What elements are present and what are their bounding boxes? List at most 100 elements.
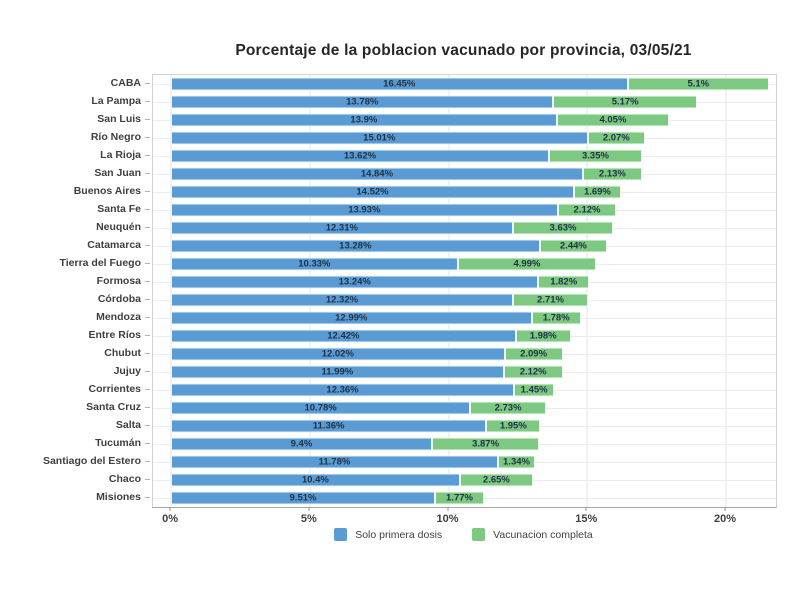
gridline	[586, 75, 588, 507]
province-label: Río Negro	[90, 131, 141, 143]
bar-value-label: 1.95%	[499, 420, 527, 432]
stacked-bar: 10.78% 2.73%	[171, 401, 546, 415]
bar-segment-first-dose: 12.32%	[171, 293, 513, 307]
category-tick-mark	[145, 424, 150, 426]
province-label: Neuquén	[96, 221, 141, 233]
x-axis: 0% 5% 10% 15% 20%	[152, 507, 775, 529]
bar-value-label: 5.17%	[611, 96, 639, 108]
stacked-bar: 10.33% 4.99%	[171, 257, 597, 271]
y-label-row: La Pampa	[18, 92, 150, 110]
bar-segment-first-dose: 11.78%	[171, 455, 498, 469]
bar-segment-complete: 1.45%	[514, 383, 555, 397]
y-label-row: Formosa	[18, 272, 150, 290]
province-label: San Juan	[94, 167, 141, 179]
category-tick-mark	[145, 172, 150, 174]
stacked-bar: 14.84% 2.13%	[171, 167, 642, 181]
bar-segment-first-dose: 12.31%	[171, 221, 513, 235]
bar-segment-first-dose: 13.9%	[171, 113, 557, 127]
bar-segment-first-dose: 13.78%	[171, 95, 554, 109]
y-axis-labels: CABA La Pampa San Luis Río Negro La Rioja San…	[18, 74, 150, 506]
bar-value-label: 12.99%	[335, 312, 368, 324]
bar-row: 12.42% 1.98%	[153, 327, 776, 345]
y-label-row: Santiago del Estero	[18, 452, 150, 470]
bar-value-label: 12.31%	[325, 222, 358, 234]
stacked-bar: 13.28% 2.44%	[171, 239, 608, 253]
bar-value-label: 10.4%	[301, 474, 329, 486]
y-label-row: Catamarca	[18, 236, 150, 254]
bar-row: 12.99% 1.78%	[153, 309, 776, 327]
bar-value-label: 2.73%	[494, 402, 522, 414]
x-tick-mark	[308, 507, 310, 511]
y-label-row: Santa Fe	[18, 200, 150, 218]
bar-row: 10.78% 2.73%	[153, 399, 776, 417]
bar-value-label: 1.78%	[542, 312, 570, 324]
y-label-row: Tierra del Fuego	[18, 254, 150, 272]
bar-value-label: 11.99%	[321, 366, 354, 378]
province-label: Corrientes	[88, 383, 141, 395]
stacked-bar: 9.4% 3.87%	[171, 437, 540, 451]
bar-segment-complete: 2.09%	[504, 347, 563, 361]
x-tick-mark	[169, 507, 171, 511]
province-label: Chaco	[108, 473, 141, 485]
province-label: CABA	[110, 77, 141, 89]
bar-row: 12.02% 2.09%	[153, 345, 776, 363]
bar-value-label: 11.78%	[318, 456, 351, 468]
bar-value-label: 10.78%	[304, 402, 337, 414]
bar-segment-first-dose: 12.99%	[171, 311, 532, 325]
legend-item-complete: Vacunacion completa	[472, 528, 593, 541]
bar-segment-complete: 2.12%	[503, 365, 563, 379]
bar-segment-first-dose: 16.45%	[171, 77, 628, 91]
bar-row: 10.33% 4.99%	[153, 255, 776, 273]
bar-segment-first-dose: 10.78%	[171, 401, 471, 415]
bar-value-label: 9.4%	[290, 438, 313, 450]
y-label-row: Mendoza	[18, 308, 150, 326]
bar-value-label: 1.69%	[583, 186, 611, 198]
x-tick-mark	[447, 507, 449, 511]
bar-value-label: 13.28%	[339, 240, 372, 252]
bar-segment-first-dose: 11.36%	[171, 419, 487, 433]
province-label: Entre Ríos	[88, 329, 141, 341]
bar-value-label: 9.51%	[289, 492, 317, 504]
plot-area: 16.45% 5.1% 13.78% 5.17% 13.9% 4.05% 15.01% 2.0…	[152, 74, 777, 508]
bar-value-label: 4.99%	[513, 258, 541, 270]
bar-segment-complete: 4.99%	[457, 257, 597, 271]
bar-segment-first-dose: 13.28%	[171, 239, 540, 253]
bar-segment-first-dose: 10.4%	[171, 473, 460, 487]
province-label: Misiones	[96, 491, 141, 503]
bar-value-label: 12.42%	[327, 330, 360, 342]
gridline	[309, 75, 311, 507]
bar-segment-complete: 2.73%	[470, 401, 546, 415]
bar-segment-complete: 1.77%	[434, 491, 485, 505]
y-label-row: CABA	[18, 74, 150, 92]
bar-value-label: 13.62%	[343, 150, 377, 162]
y-label-row: Córdoba	[18, 290, 150, 308]
stacked-bar: 11.36% 1.95%	[171, 419, 541, 433]
bar-value-label: 2.65%	[482, 474, 510, 486]
y-label-row: San Luis	[18, 110, 150, 128]
province-label: Formosa	[96, 275, 141, 287]
category-tick-mark	[145, 226, 150, 228]
y-label-row: La Rioja	[18, 146, 150, 164]
y-label-row: Jujuy	[18, 362, 150, 380]
stacked-bar: 12.31% 3.63%	[171, 221, 614, 235]
province-label: Tierra del Fuego	[59, 257, 142, 269]
bar-segment-complete: 5.17%	[553, 95, 697, 109]
bar-segment-complete: 2.07%	[587, 131, 645, 145]
category-tick-mark	[145, 118, 150, 120]
province-label: Chubut	[104, 347, 141, 359]
bar-value-label: 13.78%	[346, 96, 379, 108]
stacked-bar: 14.52% 1.69%	[171, 185, 621, 199]
bar-value-label: 13.93%	[348, 204, 381, 216]
stacked-bar: 13.24% 1.82%	[171, 275, 589, 289]
bar-value-label: 3.63%	[549, 222, 577, 234]
bar-value-label: 1.98%	[529, 330, 557, 342]
legend-swatch	[334, 528, 348, 541]
bar-segment-first-dose: 10.33%	[171, 257, 458, 271]
bar-value-label: 3.87%	[472, 438, 500, 450]
legend-item-first-dose: Solo primera dosis	[334, 528, 442, 541]
bar-segment-first-dose: 13.62%	[171, 149, 549, 163]
bar-row: 13.9% 4.05%	[153, 111, 776, 129]
bar-value-label: 15.01%	[363, 132, 396, 144]
category-tick-mark	[145, 478, 150, 480]
